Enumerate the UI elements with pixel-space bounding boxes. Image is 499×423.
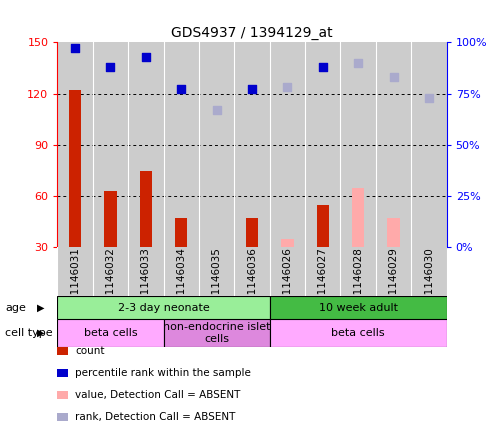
Bar (175, 218, 188, 299)
Text: GSM1146036: GSM1146036 (247, 247, 257, 317)
Text: GSM1146035: GSM1146035 (212, 247, 222, 317)
Bar (411, 42, 447, 247)
Bar (199, 42, 235, 247)
Bar (93, 42, 128, 247)
Bar (57, 247, 93, 296)
Text: value, Detection Call = ABSENT: value, Detection Call = ABSENT (75, 390, 241, 400)
Point (390, 74, 398, 80)
Point (283, 84, 291, 91)
Point (425, 94, 433, 101)
FancyBboxPatch shape (269, 296, 447, 319)
Point (142, 53, 150, 60)
Bar (128, 247, 164, 296)
Point (248, 86, 256, 93)
Text: GSM1146031: GSM1146031 (70, 247, 80, 317)
Bar (128, 42, 164, 247)
Text: GSM1146032: GSM1146032 (105, 247, 115, 317)
Bar (235, 42, 269, 247)
Text: beta cells: beta cells (331, 328, 385, 338)
Bar (269, 42, 305, 247)
Bar (69, 90, 81, 299)
Bar (211, 249, 223, 299)
Text: non-endocrine islet
cells: non-endocrine islet cells (163, 322, 270, 344)
Text: age: age (5, 303, 26, 313)
Text: GSM1146027: GSM1146027 (318, 247, 328, 317)
Bar (352, 188, 364, 299)
Text: count: count (75, 346, 105, 356)
Bar (140, 170, 152, 299)
Text: percentile rank within the sample: percentile rank within the sample (75, 368, 251, 378)
Text: GSM1146029: GSM1146029 (389, 247, 399, 317)
Text: GSM1146028: GSM1146028 (353, 247, 363, 317)
Bar (57, 42, 93, 247)
Bar (164, 42, 199, 247)
Text: GSM1146026: GSM1146026 (282, 247, 292, 317)
Bar (104, 191, 117, 299)
Bar (281, 239, 293, 299)
FancyBboxPatch shape (164, 319, 269, 347)
Text: GSM1146034: GSM1146034 (176, 247, 186, 317)
Text: cell type: cell type (5, 328, 52, 338)
Bar (411, 247, 447, 296)
Point (213, 107, 221, 113)
Text: 2-3 day neonate: 2-3 day neonate (118, 303, 210, 313)
Bar (235, 247, 269, 296)
Bar (93, 247, 128, 296)
Bar (387, 218, 400, 299)
Text: GSM1146033: GSM1146033 (141, 247, 151, 317)
Point (71, 45, 79, 52)
Bar (269, 247, 305, 296)
Bar (376, 42, 411, 247)
Point (177, 86, 185, 93)
FancyBboxPatch shape (57, 319, 164, 347)
Bar (305, 42, 340, 247)
Bar (316, 205, 329, 299)
Text: 10 week adult: 10 week adult (319, 303, 398, 313)
Bar (340, 42, 376, 247)
Text: beta cells: beta cells (84, 328, 137, 338)
FancyBboxPatch shape (269, 319, 447, 347)
Text: GSM1146030: GSM1146030 (424, 247, 434, 317)
Text: rank, Detection Call = ABSENT: rank, Detection Call = ABSENT (75, 412, 236, 422)
Bar (305, 247, 340, 296)
Point (354, 60, 362, 66)
Text: ▶: ▶ (37, 303, 45, 313)
Bar (340, 247, 376, 296)
Bar (164, 247, 199, 296)
Title: GDS4937 / 1394129_at: GDS4937 / 1394129_at (171, 26, 333, 40)
Bar (246, 218, 258, 299)
Bar (376, 247, 411, 296)
Text: ▶: ▶ (37, 328, 45, 338)
Point (106, 63, 114, 70)
Point (319, 63, 327, 70)
Bar (199, 247, 235, 296)
FancyBboxPatch shape (57, 296, 269, 319)
